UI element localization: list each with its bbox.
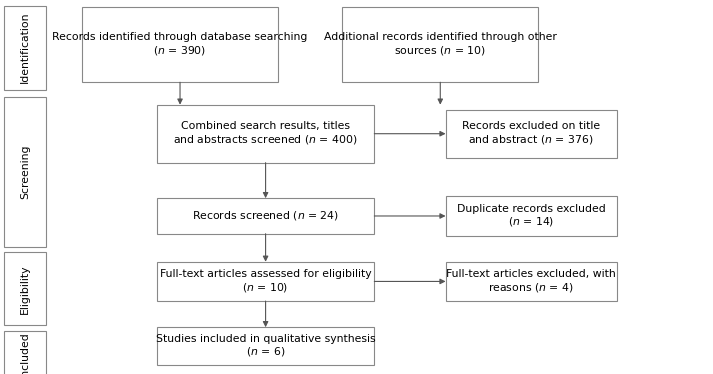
FancyBboxPatch shape (82, 7, 278, 82)
FancyBboxPatch shape (4, 97, 46, 247)
FancyBboxPatch shape (342, 7, 538, 82)
Text: Combined search results, titles
and abstracts screened ($n$ = 400): Combined search results, titles and abst… (173, 121, 358, 146)
Text: Records screened ($n$ = 24): Records screened ($n$ = 24) (192, 209, 339, 223)
FancyBboxPatch shape (4, 6, 46, 90)
Text: Full-text articles assessed for eligibility
($n$ = 10): Full-text articles assessed for eligibil… (160, 269, 371, 294)
Text: Full-text articles excluded, with
reasons ($n$ = 4): Full-text articles excluded, with reason… (446, 269, 616, 294)
FancyBboxPatch shape (446, 110, 617, 158)
FancyBboxPatch shape (157, 198, 374, 234)
FancyBboxPatch shape (157, 327, 374, 365)
Text: Studies included in qualitative synthesis
($n$ = 6): Studies included in qualitative synthesi… (155, 334, 376, 358)
FancyBboxPatch shape (446, 262, 617, 301)
FancyBboxPatch shape (446, 196, 617, 236)
FancyBboxPatch shape (157, 105, 374, 163)
Text: Additional records identified through other
sources ($n$ = 10): Additional records identified through ot… (324, 33, 557, 57)
Text: Records excluded on title
and abstract ($n$ = 376): Records excluded on title and abstract (… (462, 122, 600, 146)
FancyBboxPatch shape (4, 252, 46, 325)
Text: Records identified through database searching
($n$ = 390): Records identified through database sear… (52, 33, 308, 57)
Text: Eligibility: Eligibility (20, 264, 30, 314)
Text: Included: Included (20, 331, 30, 374)
FancyBboxPatch shape (157, 262, 374, 301)
Text: Duplicate records excluded
($n$ = 14): Duplicate records excluded ($n$ = 14) (457, 203, 605, 229)
Text: Identification: Identification (20, 12, 30, 83)
FancyBboxPatch shape (4, 331, 46, 374)
Text: Screening: Screening (20, 145, 30, 199)
